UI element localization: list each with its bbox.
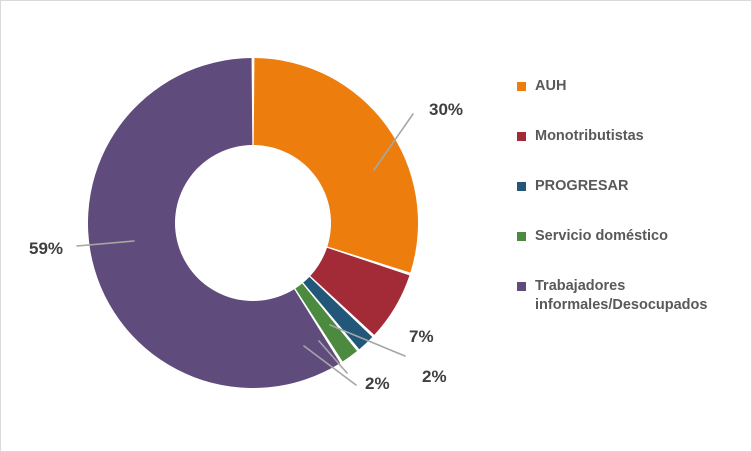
data-label-progresar: 2% bbox=[422, 367, 447, 386]
donut-plot-area: 30% 59% 7% 2% 2% bbox=[1, 1, 511, 451]
legend-swatch-icon bbox=[517, 232, 526, 241]
pie-slice[interactable] bbox=[87, 58, 341, 388]
legend-item[interactable]: Trabajadores informales/Desocupados bbox=[517, 277, 747, 315]
data-label-servicio-domestico: 2% bbox=[365, 374, 390, 393]
legend-item[interactable]: Monotributistas bbox=[517, 127, 747, 146]
leader-line-auh bbox=[373, 113, 414, 171]
pie-slice[interactable] bbox=[310, 247, 410, 335]
leader-line-servicio-domestico bbox=[303, 345, 357, 386]
leader-line-progresar bbox=[318, 340, 348, 374]
legend-item-label: Servicio doméstico bbox=[535, 228, 668, 244]
legend-swatch-icon bbox=[517, 282, 526, 291]
legend-swatch-icon bbox=[517, 132, 526, 141]
pie-slice[interactable] bbox=[303, 276, 373, 350]
legend-item-label: AUH bbox=[535, 78, 567, 94]
leader-lines-group bbox=[76, 113, 414, 386]
legend-swatch-icon bbox=[517, 182, 526, 191]
legend-swatch-icon bbox=[517, 82, 526, 91]
data-label-trabajadores-informales: 59% bbox=[29, 239, 64, 258]
legend-item-label: Monotributistas bbox=[535, 128, 644, 144]
pie-slice[interactable] bbox=[253, 58, 418, 273]
legend-item[interactable]: PROGRESAR bbox=[517, 177, 747, 196]
legend-item-label: PROGRESAR bbox=[535, 178, 629, 194]
legend-item[interactable]: AUH bbox=[517, 77, 747, 96]
donut-svg bbox=[76, 58, 418, 388]
pie-slices-group bbox=[87, 58, 418, 388]
data-label-monotributistas: 7% bbox=[409, 327, 434, 346]
legend-item-label: Trabajadores informales/Desocupados bbox=[535, 278, 708, 313]
leader-line-trabajadores bbox=[76, 240, 135, 247]
data-label-auh: 30% bbox=[429, 100, 464, 119]
legend-item[interactable]: Servicio doméstico bbox=[517, 227, 747, 246]
chart-legend: AUH Monotributistas PROGRESAR Servicio domé… bbox=[517, 77, 747, 346]
leader-line-monotributistas bbox=[329, 324, 406, 357]
pie-slice[interactable] bbox=[295, 283, 358, 362]
